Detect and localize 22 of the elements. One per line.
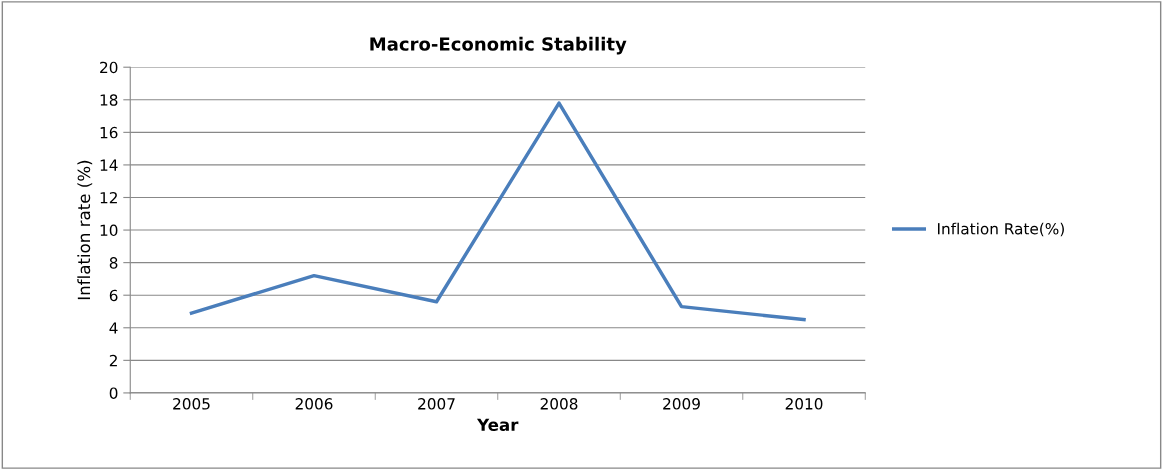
legend-label: Inflation Rate(%) bbox=[938, 222, 1064, 237]
y-tick-label: 6 bbox=[109, 289, 118, 302]
chart-title: Macro-Economic Stability bbox=[370, 36, 627, 55]
line-series bbox=[189, 101, 806, 322]
x-tick-label: 2009 bbox=[663, 398, 700, 410]
x-tick-label: 2007 bbox=[418, 398, 455, 410]
y-tick-label: 18 bbox=[100, 94, 118, 106]
x-tick-label: 2010 bbox=[785, 398, 823, 410]
x-tick-label: 2005 bbox=[173, 398, 210, 410]
y-tick-label: 20 bbox=[100, 61, 118, 74]
y-tick-label: 4 bbox=[109, 322, 118, 334]
y-tick-label: 16 bbox=[100, 126, 118, 139]
y-tick-label: 2 bbox=[109, 354, 117, 367]
y-tick-label: 14 bbox=[100, 159, 118, 171]
y-tick-label: 12 bbox=[100, 191, 117, 204]
y-tick-label: 8 bbox=[109, 257, 118, 269]
x-axis-title: Year bbox=[476, 418, 519, 432]
x-tick-label: 2006 bbox=[295, 398, 333, 410]
y-tick-label: 0 bbox=[109, 387, 118, 399]
x-tick-label: 2008 bbox=[540, 398, 578, 410]
y-tick-label: 10 bbox=[100, 224, 118, 237]
y-axis-title: Inflation rate (%) bbox=[77, 160, 93, 300]
